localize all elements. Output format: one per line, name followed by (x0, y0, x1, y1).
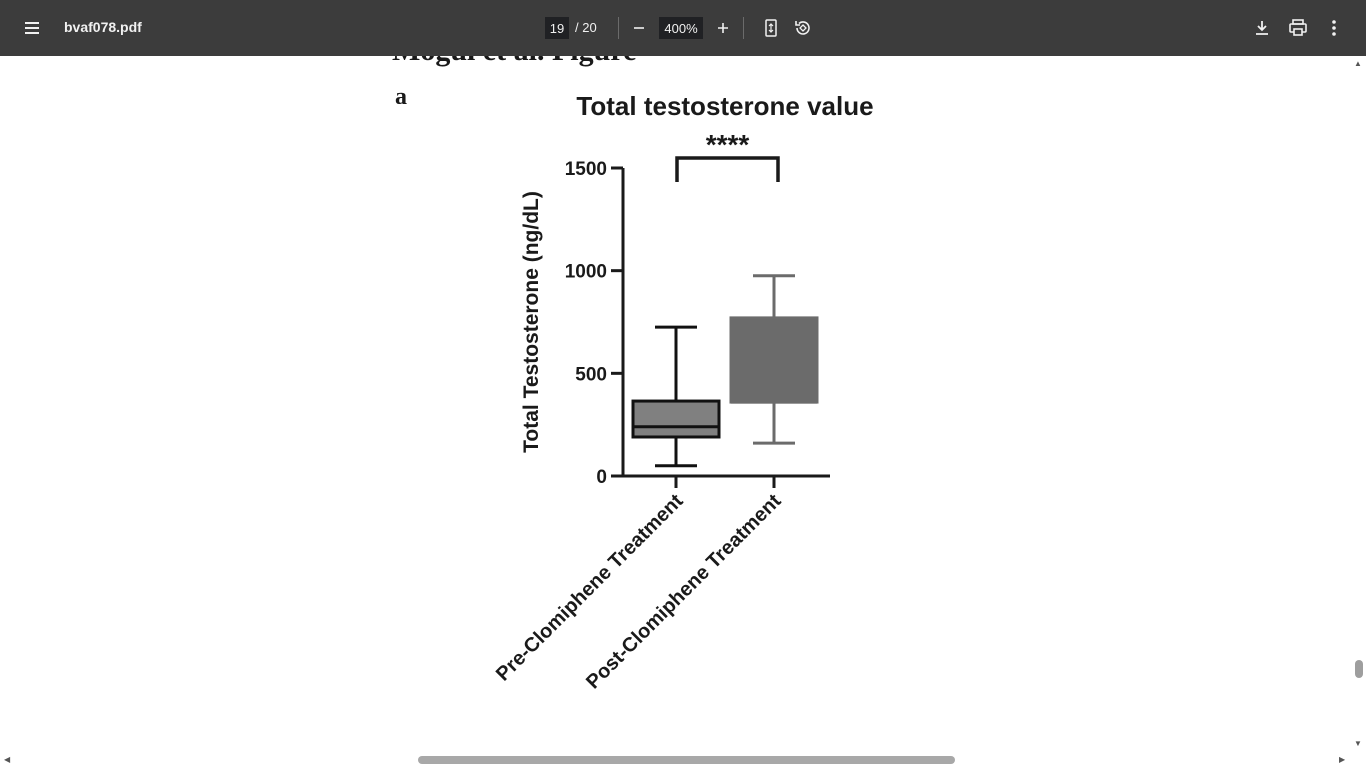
zoom-out-icon[interactable] (628, 17, 650, 39)
pdf-toolbar: bvaf078.pdf / 20 (0, 0, 1366, 56)
toolbar-separator (618, 17, 619, 39)
scroll-left-icon[interactable]: ◀ (4, 755, 11, 764)
scroll-up-icon[interactable]: ▲ (1354, 59, 1362, 68)
box-iqr (729, 316, 819, 404)
menu-icon[interactable] (20, 16, 44, 40)
fit-page-icon[interactable] (760, 17, 782, 39)
horizontal-scrollbar[interactable]: ◀ ▶ (0, 752, 1366, 768)
more-icon[interactable] (1322, 16, 1346, 40)
page-number-input[interactable] (545, 17, 569, 39)
print-icon[interactable] (1286, 16, 1310, 40)
vertical-scroll-thumb[interactable] (1355, 660, 1363, 678)
scroll-down-icon[interactable]: ▼ (1354, 739, 1362, 748)
y-tick-label: 0 (596, 467, 607, 488)
significance-bracket (675, 156, 780, 182)
x-category-label: Pre-Clomiphene Treatment (492, 490, 688, 686)
x-category-label: Post-Clomiphene Treatment (582, 490, 786, 694)
y-axis-label: Total Testosterone (ng/dL) (520, 191, 543, 453)
zoom-input[interactable] (659, 17, 703, 39)
panel-label: a (395, 84, 407, 110)
zoom-in-icon[interactable] (712, 17, 734, 39)
horizontal-scroll-thumb[interactable] (418, 756, 955, 764)
y-tick-label: 1000 (565, 262, 607, 283)
pdf-viewer: Mogul et al. Figure a Total testosterone… (0, 56, 1366, 768)
vertical-scrollbar[interactable]: ▲ ▼ (1350, 56, 1366, 752)
rotate-icon[interactable] (792, 17, 814, 39)
y-tick-label: 500 (575, 364, 607, 385)
page-total: / 20 (575, 20, 597, 35)
document-heading: Mogul et al. Figure (392, 56, 636, 68)
box-plot-chart: Total testosterone value 0 500 1000 1500 Tota… (492, 91, 874, 694)
scroll-right-icon[interactable]: ▶ (1339, 755, 1346, 764)
box-iqr (631, 399, 721, 439)
chart-title: Total testosterone value (576, 91, 873, 121)
toolbar-separator (743, 17, 744, 39)
file-name: bvaf078.pdf (64, 19, 142, 35)
y-tick-label: 1500 (565, 159, 607, 180)
download-icon[interactable] (1250, 16, 1274, 40)
significance-label: **** (706, 129, 750, 160)
